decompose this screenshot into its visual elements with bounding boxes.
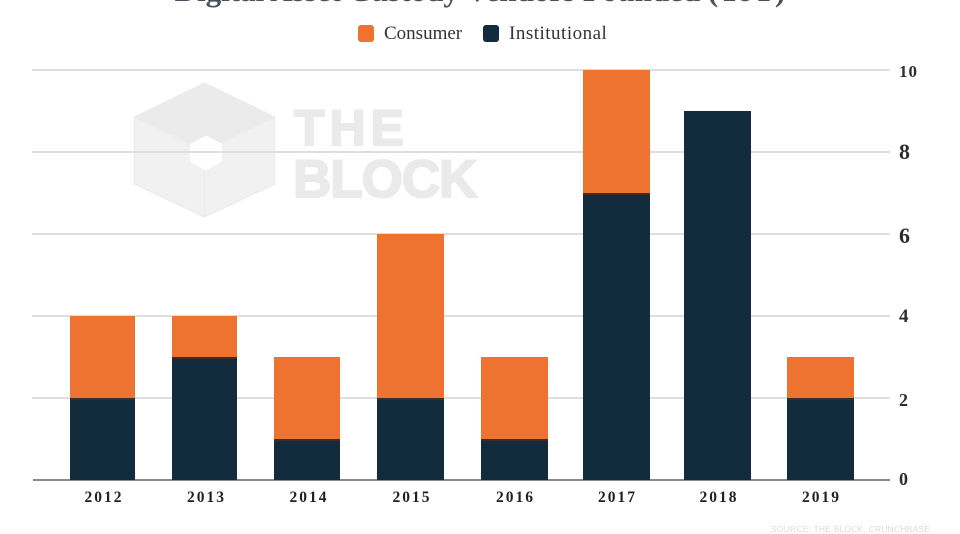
svg-text:BLOCK: BLOCK <box>293 150 477 209</box>
svg-text:THE: THE <box>294 100 409 156</box>
